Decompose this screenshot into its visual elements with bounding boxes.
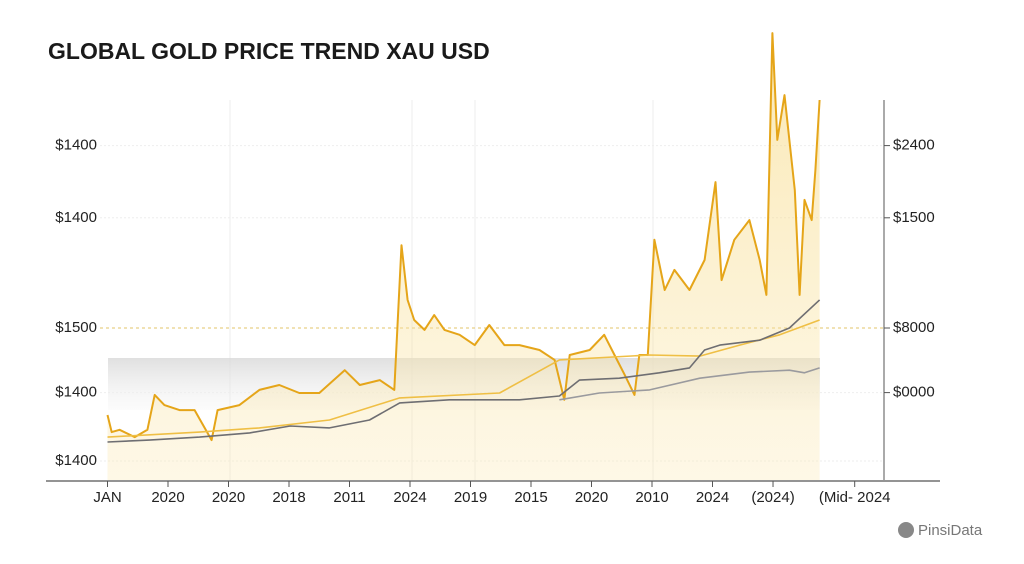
series-line xyxy=(559,367,820,401)
x-tick-label: 2010 xyxy=(635,489,668,506)
x-tick-label: (2024) xyxy=(751,489,794,506)
x-tick-label: 2020 xyxy=(575,489,608,506)
x-tick-label: 2024 xyxy=(696,489,729,506)
series-line xyxy=(107,319,820,438)
x-tick-label: 2015 xyxy=(514,489,547,506)
series-line xyxy=(106,32,821,442)
logo-icon xyxy=(898,522,914,538)
series-line xyxy=(107,299,821,443)
y-tick-label: $1400 xyxy=(55,209,97,226)
x-tick-label: 2011 xyxy=(333,489,365,506)
x-tick-label: 2020 xyxy=(151,489,184,506)
watermark: PinsiData xyxy=(918,522,983,539)
x-tick-label: 2018 xyxy=(272,489,305,506)
y2-tick-label: $8000 xyxy=(893,319,935,336)
y2-tick-label: $1500 xyxy=(893,209,935,226)
chart-title: GLOBAL GOLD PRICE TREND XAU USD xyxy=(48,38,490,64)
x-tick-label: (Mid- 2024 xyxy=(819,489,891,506)
y-tick-label: $1500 xyxy=(55,319,97,336)
y2-tick-label: $0000 xyxy=(893,384,935,401)
y-tick-label: $1400 xyxy=(55,137,97,154)
x-tick-label: 2020 xyxy=(212,489,245,506)
y2-tick-label: $2400 xyxy=(893,137,935,154)
logo: PinsiData xyxy=(898,522,983,539)
x-tick-label: JAN xyxy=(93,489,121,506)
area-fill xyxy=(107,33,820,480)
x-tick-label: 2019 xyxy=(454,489,487,506)
y-tick-label: $1400 xyxy=(55,384,97,401)
x-tick-label: 2024 xyxy=(393,489,426,506)
y-tick-label: $1400 xyxy=(55,452,97,469)
